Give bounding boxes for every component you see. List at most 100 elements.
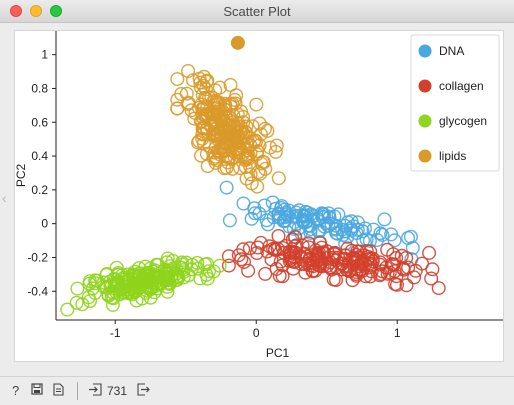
data-point [193, 75, 208, 90]
y-tick-label: 0.8 [31, 81, 48, 95]
data-point [319, 216, 334, 231]
window-title: Scatter Plot [223, 4, 291, 19]
data-point [192, 134, 207, 149]
data-point [193, 80, 208, 95]
data-point [208, 149, 223, 164]
y-tick-label: 0.2 [31, 183, 48, 197]
scatter-plot[interactable]: -1 0 1 1 0.8 0.6 0.4 0.2 0 -0.2 -0.4 PC1 PC2 DNA colla… [15, 31, 503, 361]
data-point [225, 96, 240, 111]
data-point [218, 115, 233, 130]
data-point [111, 267, 126, 282]
data-point [260, 123, 275, 138]
data-point [274, 199, 289, 214]
document-icon[interactable] [53, 383, 64, 399]
maximize-window-button[interactable] [50, 5, 62, 17]
output-arrow-icon[interactable] [137, 383, 151, 399]
data-point [176, 270, 191, 285]
data-point [370, 232, 385, 247]
x-tick-label: 1 [394, 326, 401, 340]
data-point [375, 227, 390, 242]
data-point [190, 135, 205, 150]
data-point [179, 86, 194, 101]
data-point [201, 264, 216, 279]
data-point [277, 214, 292, 229]
data-point [280, 207, 295, 222]
data-point [399, 250, 414, 265]
data-point [289, 205, 304, 220]
data-point [60, 302, 75, 317]
data-point [241, 263, 256, 278]
legend-swatch [418, 114, 432, 128]
minimize-window-button[interactable] [30, 5, 42, 17]
x-axis-label: PC1 [266, 346, 290, 360]
data-point [431, 281, 446, 296]
y-tick-label: 1 [41, 48, 48, 62]
y-tick-label: 0.4 [31, 149, 48, 163]
data-point [321, 206, 336, 221]
data-point [269, 138, 284, 153]
data-point [199, 122, 214, 137]
data-point [407, 270, 422, 285]
data-point [243, 167, 258, 182]
data-point [353, 244, 368, 259]
data-point [258, 266, 273, 281]
data-point [256, 155, 271, 170]
data-point [241, 148, 256, 163]
collapse-panel-chevron-icon[interactable]: ‹ [2, 190, 7, 206]
data-point [329, 272, 344, 287]
data-point [408, 263, 423, 278]
y-tick-label: -0.4 [27, 284, 48, 298]
data-point [151, 270, 166, 285]
data-point [257, 121, 272, 136]
data-point [170, 101, 185, 116]
data-point [350, 259, 365, 274]
data-point [399, 278, 414, 293]
data-point [271, 171, 286, 186]
data-point [70, 281, 85, 296]
data-point [135, 270, 150, 285]
data-point [301, 218, 316, 233]
data-point [373, 255, 388, 270]
data-point [239, 171, 254, 186]
plot-area[interactable]: -1 0 1 1 0.8 0.6 0.4 0.2 0 -0.2 -0.4 PC1 PC2 DNA colla… [14, 30, 504, 362]
data-point [260, 244, 275, 259]
data-point [336, 227, 351, 242]
legend-swatch [418, 44, 432, 58]
data-point [422, 245, 437, 260]
data-point [169, 266, 184, 281]
data-point [285, 232, 300, 247]
data-point [160, 284, 175, 299]
data-point [222, 213, 237, 228]
data-point [358, 269, 373, 284]
data-point [272, 268, 287, 283]
data-point [275, 258, 290, 273]
data-point [200, 271, 215, 286]
data-point [190, 255, 205, 270]
data-point [331, 207, 346, 222]
data-point [359, 243, 374, 258]
data-point [295, 238, 310, 253]
data-point [286, 261, 301, 276]
close-window-button[interactable] [10, 5, 22, 17]
question-icon[interactable]: ? [12, 383, 20, 398]
x-tick-label: -1 [110, 326, 121, 340]
data-point [174, 87, 189, 102]
data-point [250, 240, 265, 255]
data-point [217, 96, 232, 111]
status-bar: ? 731 [0, 376, 514, 405]
data-point [252, 206, 267, 221]
input-arrow-icon[interactable] [88, 383, 102, 399]
data-point [194, 97, 209, 112]
data-point [212, 80, 227, 95]
data-point [249, 97, 264, 112]
data-point [326, 252, 341, 267]
data-point [365, 254, 380, 269]
data-point [405, 240, 420, 255]
data-point [362, 233, 377, 248]
data-point [223, 78, 238, 93]
disk-icon[interactable] [31, 383, 43, 398]
legend-swatch [418, 79, 432, 93]
data-point [334, 256, 349, 271]
data-point [227, 92, 242, 107]
data-point [216, 112, 231, 127]
